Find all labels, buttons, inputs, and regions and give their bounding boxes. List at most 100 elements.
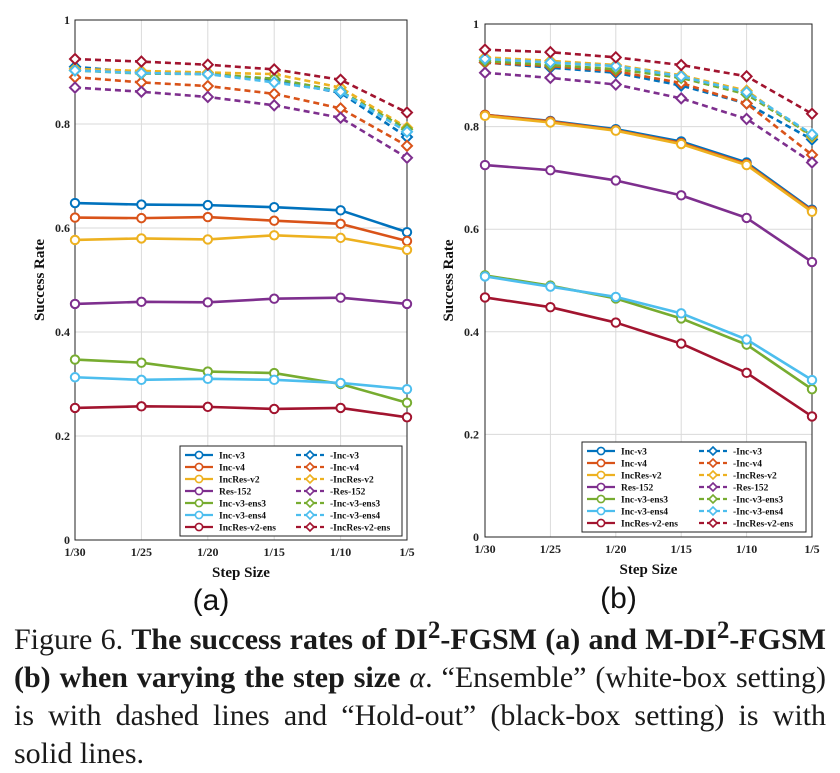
legend-item-incres-v2-ens: IncRes-v2-ens xyxy=(587,518,678,530)
data-point-diamond xyxy=(68,81,82,95)
data-point-diamond xyxy=(674,58,688,72)
data-point-circle xyxy=(335,292,346,303)
series-ens-inc-v3-ens3 xyxy=(478,54,819,142)
data-point-diamond xyxy=(68,64,82,77)
data-point-circle xyxy=(202,401,214,413)
data-point-circle xyxy=(269,293,280,304)
legend-label: -Inc-v3 xyxy=(733,448,762,458)
data-point-circle xyxy=(401,226,413,238)
data-point-diamond xyxy=(740,69,754,83)
data-point-circle xyxy=(269,374,280,386)
series-line xyxy=(484,163,813,264)
data-point-circle xyxy=(479,110,491,122)
series-ens-inc-v3-ens4 xyxy=(68,64,414,139)
data-point-circle xyxy=(401,244,413,256)
series-line xyxy=(74,233,408,252)
legend-label: -Inc-v3-ens3 xyxy=(733,496,783,506)
legend-item-inc-v3-ens4: Inc-v3-ens4 xyxy=(185,510,266,522)
data-point-diamond xyxy=(134,85,148,99)
data-point-circle xyxy=(545,117,556,128)
series-line xyxy=(74,405,408,419)
legend-label: Res-152 xyxy=(219,488,251,498)
data-point-circle xyxy=(269,215,280,226)
series-line xyxy=(74,69,408,131)
data-point-diamond xyxy=(543,71,557,85)
x-tick-label: 1/20 xyxy=(605,542,626,556)
legend-item-ens-inc-v3-ens3: -Inc-v3-ens3 xyxy=(296,497,380,510)
x-tick-label: 1/25 xyxy=(540,542,561,556)
legend-box xyxy=(179,445,403,537)
legend-item-inc-v3-ens4: Inc-v3-ens4 xyxy=(587,506,668,518)
data-point-diamond xyxy=(740,85,754,99)
data-point-circle xyxy=(741,159,752,171)
data-point-circle xyxy=(806,384,818,395)
series-res-152 xyxy=(479,159,818,268)
data-point-diamond xyxy=(201,79,215,93)
legend-item-res-152: Res-152 xyxy=(587,482,653,494)
legend-swatch-marker xyxy=(707,505,719,517)
x-tick-label: 1/10 xyxy=(736,542,757,556)
legend-label: -IncRes-v2-ens xyxy=(733,520,793,530)
legend-label: Inc-v3-ens3 xyxy=(219,500,266,510)
data-point-circle xyxy=(136,212,147,224)
series-line xyxy=(484,296,813,418)
legend-label: Inc-v4 xyxy=(621,460,647,470)
legend-label: IncRes-v2-ens xyxy=(621,520,678,530)
legend-swatch-marker xyxy=(304,461,316,473)
data-point-diamond xyxy=(267,98,281,112)
data-point-diamond xyxy=(267,87,281,101)
legend-label: Inc-v4 xyxy=(219,464,245,474)
y-tick-label: 0.8 xyxy=(464,120,479,134)
series-inc-v4 xyxy=(69,211,413,247)
legend-swatch-marker xyxy=(304,485,316,497)
legend-swatch-marker xyxy=(596,482,606,492)
data-point-circle xyxy=(806,206,818,217)
data-point-circle xyxy=(202,297,214,308)
data-point-diamond xyxy=(267,62,281,76)
series-ens-inc-v3-ens4 xyxy=(478,52,819,141)
data-point-circle xyxy=(545,301,556,313)
data-point-diamond xyxy=(674,91,688,105)
y-tick-label: 0.4 xyxy=(464,325,479,339)
data-point-circle xyxy=(479,159,491,171)
series-inc-v3-ens4 xyxy=(479,271,818,386)
legend-item-inc-v4: Inc-v4 xyxy=(587,458,647,470)
y-tick-label: 0.6 xyxy=(55,221,70,235)
legend-item-ens-inc-v4: -Inc-v4 xyxy=(296,461,359,474)
legend-box xyxy=(581,441,807,533)
data-point-circle xyxy=(401,397,413,408)
data-point-circle xyxy=(676,308,687,319)
series-line xyxy=(74,358,408,404)
legend-swatch-marker xyxy=(596,506,606,516)
data-point-circle xyxy=(69,197,81,209)
legend-label: IncRes-v2 xyxy=(219,476,260,486)
series-ens-inc-v4 xyxy=(68,70,414,153)
legend-label: -IncRes-v2-ens xyxy=(330,524,390,534)
legend-item-inc-v3: Inc-v3 xyxy=(587,446,647,458)
legend-item-ens-incres-v2-ens: -IncRes-v2-ens xyxy=(296,521,390,534)
legend-item-inc-v3-ens3: Inc-v3-ens3 xyxy=(587,494,668,506)
data-point-diamond xyxy=(478,43,492,57)
data-point-circle xyxy=(69,372,81,383)
data-point-diamond xyxy=(740,112,754,126)
data-point-circle xyxy=(335,377,346,389)
legend-item-ens-incres-v2: -IncRes-v2 xyxy=(296,473,374,486)
series-line xyxy=(484,114,813,213)
data-point-circle xyxy=(545,281,556,292)
data-point-circle xyxy=(335,232,346,244)
series-line xyxy=(74,69,408,133)
series-line xyxy=(484,71,813,164)
data-point-diamond xyxy=(134,55,148,69)
caption-period: . xyxy=(425,661,433,694)
data-point-diamond xyxy=(674,69,688,83)
chart-panel-b: 0 0.2 0.4 0.6 0.8 1 1/30 1/25 1/20 1/15 1/10 1/5 Ste… xyxy=(441,17,820,615)
data-point-diamond xyxy=(334,111,348,125)
series-incres-v2-ens xyxy=(69,401,413,423)
data-point-circle xyxy=(136,357,147,368)
legend-swatch-marker xyxy=(304,473,316,485)
x-tick-label: 1/5 xyxy=(399,545,414,559)
legend-swatch-marker xyxy=(194,498,204,508)
data-point-circle xyxy=(676,138,687,150)
data-point-circle xyxy=(202,373,214,384)
data-point-diamond xyxy=(543,56,557,69)
